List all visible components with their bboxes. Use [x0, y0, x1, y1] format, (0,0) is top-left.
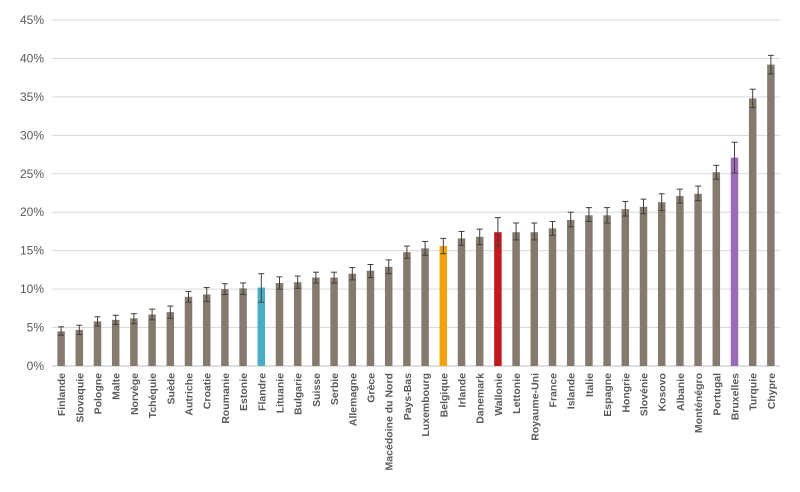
bar [548, 228, 557, 366]
bar [202, 294, 211, 366]
bar [657, 202, 666, 366]
y-tick-label: 25% [20, 167, 44, 181]
bar [566, 219, 575, 366]
x-category-label: France [548, 373, 560, 408]
x-category-label: Flandre [256, 373, 268, 411]
x-category-label: Luxembourg [420, 373, 432, 437]
bar [512, 232, 520, 366]
bar [257, 287, 266, 366]
error-bars [58, 54, 774, 336]
y-tick-label: 20% [20, 205, 44, 219]
bar [384, 266, 393, 366]
x-category-label: Albanie [675, 373, 687, 411]
bar [712, 172, 721, 366]
x-category-label: Belgique [438, 373, 450, 417]
x-category-label: Islande [566, 373, 578, 409]
x-category-label: Kosovo [657, 373, 669, 412]
bar [603, 215, 611, 366]
bar [421, 248, 429, 366]
x-axis-category-labels: Finlande Slovaquie Pologne Malte Norvège Tché… [56, 373, 778, 471]
bar [403, 252, 411, 366]
bar [439, 246, 448, 366]
y-tick-label: 5% [27, 321, 45, 335]
x-category-label: Croatie [202, 373, 214, 409]
bar [767, 64, 775, 367]
x-category-label: Slovénie [639, 373, 651, 416]
x-category-label: Turquie [748, 373, 760, 411]
x-category-label: Estonie [238, 373, 250, 411]
bar [75, 329, 84, 366]
x-category-label: Espagne [602, 373, 614, 417]
x-category-label: Pays-Bas [402, 373, 414, 420]
x-category-label: Tchéquie [147, 373, 159, 418]
bar [330, 277, 338, 366]
x-category-label: Danemark [475, 373, 487, 424]
x-category-label: Autriche [184, 373, 196, 416]
bar [494, 232, 502, 366]
bar [530, 232, 539, 366]
y-tick-label: 40% [20, 51, 44, 65]
x-category-label: Italie [584, 373, 596, 397]
x-category-label: Irlande [457, 373, 469, 408]
grid-lines [52, 19, 780, 367]
bar [457, 238, 466, 366]
x-category-label: Finlande [56, 373, 68, 416]
bar [130, 318, 138, 366]
x-category-label: Chypre [766, 373, 778, 409]
bar [275, 282, 284, 366]
bar [366, 270, 375, 366]
bar [639, 206, 648, 366]
bar [111, 319, 120, 366]
y-tick-label: 0% [27, 359, 45, 373]
y-tick-label: 45% [20, 13, 44, 27]
x-category-label: Royaume-Uni [529, 373, 541, 441]
y-tick-label: 10% [20, 282, 44, 296]
bars [57, 64, 775, 367]
bar [312, 277, 320, 366]
bar [148, 314, 156, 366]
x-category-label: Suède [165, 373, 177, 405]
x-category-label: Pologne [93, 373, 105, 415]
bar [184, 296, 193, 366]
x-category-label: Suisse [311, 373, 323, 407]
bar [93, 321, 102, 366]
x-category-label: Lettonie [511, 373, 523, 414]
x-category-label: Serbie [329, 373, 341, 405]
bar [239, 288, 247, 366]
bar [676, 196, 684, 366]
bar [694, 193, 702, 366]
x-category-label: Malte [111, 373, 123, 400]
bar [475, 236, 484, 366]
x-category-label: Bruxelles [730, 373, 742, 420]
y-axis-tick-labels: 0% 5% 10% 15% 20% 25% 30% 35% 40% 45% [20, 13, 44, 373]
x-category-label: Hongrie [620, 373, 632, 413]
x-category-label: Lituanie [275, 373, 287, 413]
x-category-label: Macédoine du Nord [384, 373, 396, 470]
bar [585, 215, 593, 366]
x-category-label: Wallonie [493, 373, 505, 416]
x-category-label: Roumanie [220, 373, 232, 424]
bar [621, 209, 630, 366]
x-category-label: Portugal [711, 373, 723, 416]
y-tick-label: 35% [20, 90, 44, 104]
bar [293, 282, 302, 366]
bar [730, 157, 739, 366]
bar [166, 312, 175, 366]
x-category-label: Bulgarie [293, 373, 305, 415]
x-category-label: Norvège [129, 373, 141, 415]
bar [348, 273, 357, 366]
y-tick-label: 30% [20, 128, 44, 142]
bar [221, 289, 229, 366]
x-category-label: Slovaquie [74, 373, 86, 423]
y-tick-label: 15% [20, 244, 44, 258]
x-category-label: Allemagne [347, 373, 359, 426]
bar [57, 331, 65, 366]
bar [748, 98, 757, 366]
x-category-label: Grèce [366, 373, 378, 403]
x-category-label: Monténégro [693, 373, 705, 433]
